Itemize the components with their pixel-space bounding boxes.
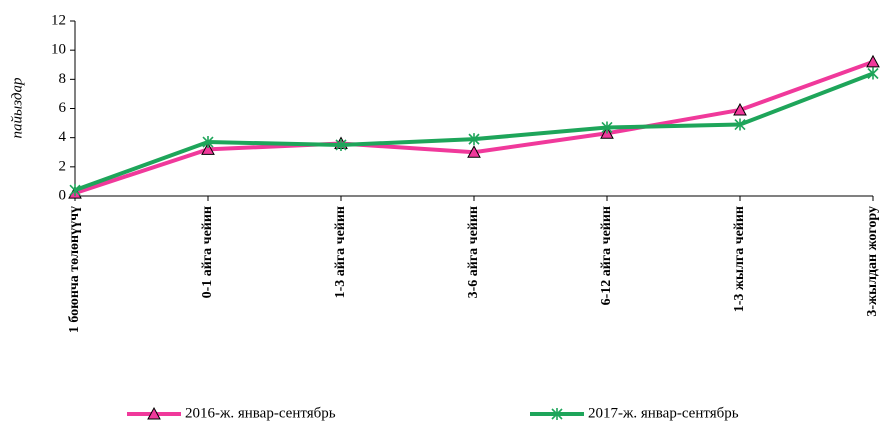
point — [733, 102, 747, 116]
point — [866, 54, 880, 68]
x-tick-label: 6-12 айга чейин — [599, 206, 614, 305]
x-tick-label: 3-жылдан жогору — [865, 206, 880, 317]
x-tick-label: 1-3 айга чейин — [333, 206, 348, 298]
y-axis-label: пайыздар — [9, 77, 25, 138]
series-line — [74, 59, 874, 195]
point — [867, 67, 879, 80]
x-tick-label: 1 боюнча төлөнүүчү — [67, 206, 82, 333]
x-tick-label: 1-3 жылга чейин — [732, 206, 747, 312]
point — [467, 145, 481, 158]
point — [335, 138, 347, 151]
point — [468, 133, 480, 146]
y-tick-label: 8 — [59, 71, 67, 87]
x-tick-label: 3-6 айга чейин — [466, 206, 481, 298]
point — [734, 118, 746, 131]
y-tick-label: 6 — [59, 100, 67, 116]
point — [601, 121, 613, 134]
x-tick-label: 0-1 айга чейин — [200, 206, 215, 298]
y-tick-label: 2 — [59, 158, 67, 174]
y-tick-label: 10 — [51, 42, 66, 58]
legend-label: 2016-ж. январ-сентябрь — [185, 405, 336, 421]
legend-label: 2017-ж. январ-сентябрь — [588, 405, 739, 421]
point — [147, 406, 161, 420]
y-tick-label: 12 — [51, 12, 66, 28]
y-tick-label: 4 — [59, 129, 67, 145]
point — [551, 408, 563, 420]
y-tick-label: 0 — [59, 187, 67, 203]
point — [69, 184, 81, 197]
point — [202, 136, 214, 149]
point — [201, 142, 215, 155]
series-line — [74, 71, 874, 193]
